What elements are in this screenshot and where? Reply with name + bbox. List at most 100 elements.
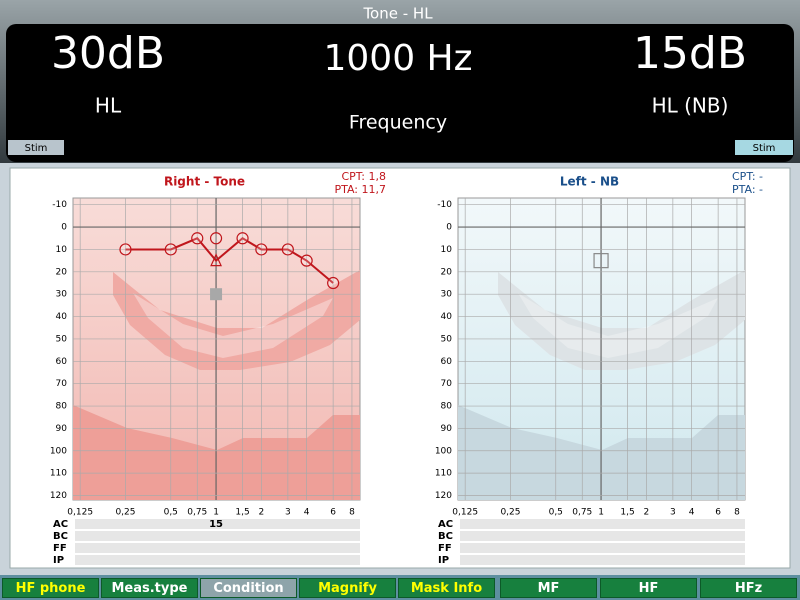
x-tick-label: 8	[349, 508, 355, 518]
y-tick-label: 20	[441, 267, 453, 277]
y-tick-label: 90	[56, 424, 68, 434]
button[interactable]: Meas.type	[101, 578, 198, 598]
row-bar	[75, 555, 360, 565]
x-tick-label: 1	[213, 508, 219, 518]
y-tick-label: 110	[435, 469, 452, 479]
y-tick-label: 100	[435, 446, 452, 456]
row-label: IP	[53, 555, 64, 566]
x-tick-label: 4	[689, 508, 695, 518]
row-value: 15	[209, 519, 223, 530]
x-tick-label: 0,5	[549, 508, 563, 518]
x-tick-label: 3	[285, 508, 291, 518]
button[interactable]: Condition	[200, 578, 297, 598]
threshold-marker	[119, 243, 132, 256]
pta: PTA: -	[732, 183, 763, 196]
y-tick-label: 80	[441, 402, 453, 412]
y-tick-label: 30	[56, 290, 68, 300]
y-tick-label: 40	[56, 312, 68, 322]
x-tick-label: 3	[670, 508, 676, 518]
y-tick-label: 70	[56, 379, 68, 389]
row-label: BC	[53, 531, 68, 542]
threshold-marker	[300, 254, 313, 267]
y-tick-label: 80	[56, 402, 68, 412]
x-tick-label: 6	[715, 508, 721, 518]
y-tick-label: 120	[50, 491, 67, 501]
header-display	[6, 24, 794, 162]
y-tick-label: 60	[441, 357, 453, 367]
y-tick-label: 10	[441, 245, 453, 255]
row-label: IP	[438, 555, 449, 566]
y-tick-label: 0	[61, 223, 67, 233]
row-bar	[75, 543, 360, 553]
button[interactable]: Magnify	[299, 578, 396, 598]
threshold-marker	[209, 232, 223, 245]
threshold-marker	[255, 243, 268, 256]
row-label: AC	[438, 519, 453, 530]
row-label: FF	[53, 543, 67, 554]
x-tick-label: 1,5	[620, 508, 634, 518]
x-tick-label: 2	[258, 508, 264, 518]
threshold-marker	[327, 276, 340, 290]
threshold-line	[125, 237, 334, 284]
row-label: AC	[53, 519, 68, 530]
row-label: BC	[438, 531, 453, 542]
right-level: 15dB	[633, 28, 747, 79]
stim-right-box	[735, 140, 793, 155]
frequency: 1000 Hz	[323, 38, 472, 79]
y-tick-label: 40	[441, 312, 453, 322]
x-tick-label: 0,125	[452, 508, 478, 518]
x-tick-label: 0,125	[67, 508, 93, 518]
threshold-marker	[191, 232, 204, 245]
cpt: CPT: 1,8	[341, 170, 386, 183]
audiogram-title: Right - Tone	[164, 175, 245, 189]
y-tick-label: 100	[50, 446, 67, 456]
speech-banana	[113, 270, 360, 370]
left-label: HL	[95, 94, 122, 118]
x-tick-label: 0,75	[572, 508, 592, 518]
x-tick-label: 8	[734, 508, 740, 518]
x-tick-label: 0,25	[500, 508, 520, 518]
current-marker	[210, 253, 222, 267]
speech-banana	[498, 270, 745, 370]
y-tick-label: 20	[56, 267, 68, 277]
button[interactable]: HF	[600, 578, 697, 598]
row-bar	[75, 531, 360, 541]
y-tick-label: 110	[50, 469, 67, 479]
x-tick-label: 6	[330, 508, 336, 518]
row-bar	[460, 519, 745, 529]
y-tick-label: 30	[441, 290, 453, 300]
button[interactable]: HF phone	[2, 578, 99, 598]
right-label: HL (NB)	[652, 94, 729, 118]
threshold-marker	[236, 232, 249, 245]
button[interactable]: Mask Info	[398, 578, 495, 598]
x-tick-label: 0,75	[187, 508, 207, 518]
row-bar	[460, 531, 745, 541]
header-title: Tone - HL	[362, 5, 433, 23]
button[interactable]: HFz	[700, 578, 797, 598]
row-bar	[75, 519, 360, 529]
stim-left: Stim	[25, 143, 48, 154]
stim-right: Stim	[753, 143, 776, 154]
y-tick-label: 60	[56, 357, 68, 367]
threshold-marker	[164, 243, 177, 256]
row-bar	[460, 555, 745, 565]
button[interactable]: MF	[500, 578, 597, 598]
cpt: CPT: -	[732, 170, 763, 183]
y-tick-label: 120	[435, 491, 452, 501]
pta: PTA: 11,7	[334, 183, 386, 196]
x-tick-label: 1	[598, 508, 604, 518]
x-tick-label: 2	[643, 508, 649, 518]
current-marker	[593, 253, 609, 269]
speech-banana-inner	[518, 293, 718, 358]
left-level: 30dB	[51, 28, 165, 79]
y-tick-label: -10	[437, 200, 452, 210]
x-tick-label: 0,25	[115, 508, 135, 518]
y-tick-label: 0	[446, 223, 452, 233]
masking-marker	[210, 288, 223, 301]
y-tick-label: 90	[441, 424, 453, 434]
x-tick-label: 1,5	[235, 508, 249, 518]
row-label: FF	[438, 543, 452, 554]
y-tick-label: 70	[441, 379, 453, 389]
